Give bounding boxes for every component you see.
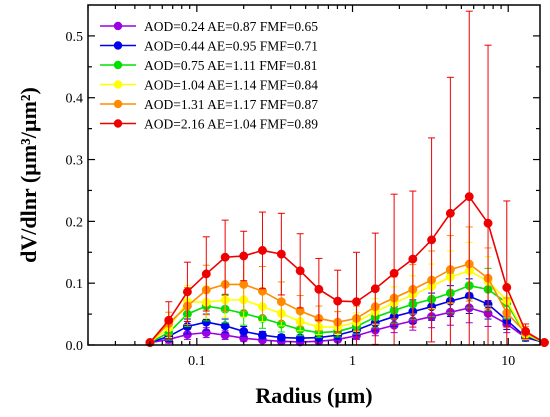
legend-label: AOD=2.16 AE=1.04 FMF=0.89 — [144, 117, 318, 132]
data-point — [502, 283, 512, 292]
data-point — [276, 249, 286, 259]
y-tick-label: 0.1 — [66, 277, 84, 292]
data-point — [333, 296, 343, 306]
series-line — [149, 269, 545, 344]
y-tick-label: 0.5 — [66, 30, 84, 45]
legend-item: AOD=0.44 AE=0.95 FMF=0.71 — [100, 39, 318, 54]
data-point — [258, 330, 267, 340]
data-point — [164, 315, 174, 325]
data-point — [239, 251, 249, 261]
y-tick-label: 0.0 — [66, 339, 84, 354]
legend-marker — [113, 41, 123, 50]
data-point — [370, 284, 380, 294]
data-point — [539, 338, 549, 347]
x-tick-label: 0.1 — [188, 354, 206, 369]
y-tick-label: 0.4 — [66, 92, 84, 107]
series-line — [149, 284, 545, 344]
series-line — [149, 195, 545, 344]
y-tick-label: 0.3 — [66, 154, 84, 169]
data-point — [521, 326, 531, 336]
series-line — [149, 295, 545, 344]
y-axis-title: dV/dlnr (µm³/µm²) — [16, 87, 41, 263]
data-point — [258, 245, 267, 255]
legend-label: AOD=1.31 AE=1.17 FMF=0.87 — [144, 97, 318, 112]
series-line — [149, 263, 545, 344]
data-point — [352, 297, 361, 307]
legend-item: AOD=1.31 AE=1.17 FMF=0.87 — [100, 97, 318, 112]
y-axis-ticks: 0.0 0.1 0.2 0.3 0.4 0.5 — [66, 30, 540, 354]
legend-item: AOD=0.75 AE=1.11 FMF=0.81 — [100, 58, 317, 73]
legend-item: AOD=0.24 AE=0.87 FMF=0.65 — [100, 19, 318, 34]
legend-marker — [113, 80, 123, 89]
legend: AOD=0.24 AE=0.87 FMF=0.65 AOD=0.44 AE=0.9… — [100, 19, 318, 132]
legend-marker — [113, 60, 123, 70]
legend-item: AOD=2.16 AE=1.04 FMF=0.89 — [100, 117, 318, 132]
x-axis-title: Radius (µm) — [255, 383, 372, 408]
y-tick-label: 0.2 — [66, 215, 84, 230]
plot-area — [145, 10, 549, 347]
data-point — [314, 284, 324, 294]
x-tick-label: 10 — [501, 354, 515, 369]
data-point — [483, 218, 493, 228]
x-tick-label: 1 — [349, 354, 356, 369]
data-point — [408, 254, 418, 264]
data-point — [239, 326, 249, 336]
data-point — [389, 268, 399, 278]
plot-frame — [87, 4, 541, 346]
legend-item: AOD=1.04 AE=1.14 FMF=0.84 — [100, 78, 318, 93]
legend-label: AOD=0.24 AE=0.87 FMF=0.65 — [144, 19, 318, 34]
data-point — [201, 269, 211, 279]
legend-label: AOD=0.44 AE=0.95 FMF=0.71 — [144, 39, 318, 54]
legend-label: AOD=1.04 AE=1.14 FMF=0.84 — [144, 78, 318, 93]
data-point — [445, 208, 455, 218]
data-point — [182, 287, 192, 297]
series-line — [149, 307, 545, 344]
data-point — [295, 266, 305, 276]
data-point — [276, 333, 286, 343]
data-point — [220, 252, 230, 262]
legend-marker — [113, 99, 123, 109]
legend-marker — [113, 119, 123, 128]
legend-label: AOD=0.75 AE=1.11 FMF=0.81 — [144, 58, 317, 73]
data-point — [239, 279, 249, 289]
data-point — [427, 235, 437, 245]
legend-marker — [113, 21, 123, 31]
data-point — [464, 192, 474, 202]
data-point — [276, 297, 286, 307]
